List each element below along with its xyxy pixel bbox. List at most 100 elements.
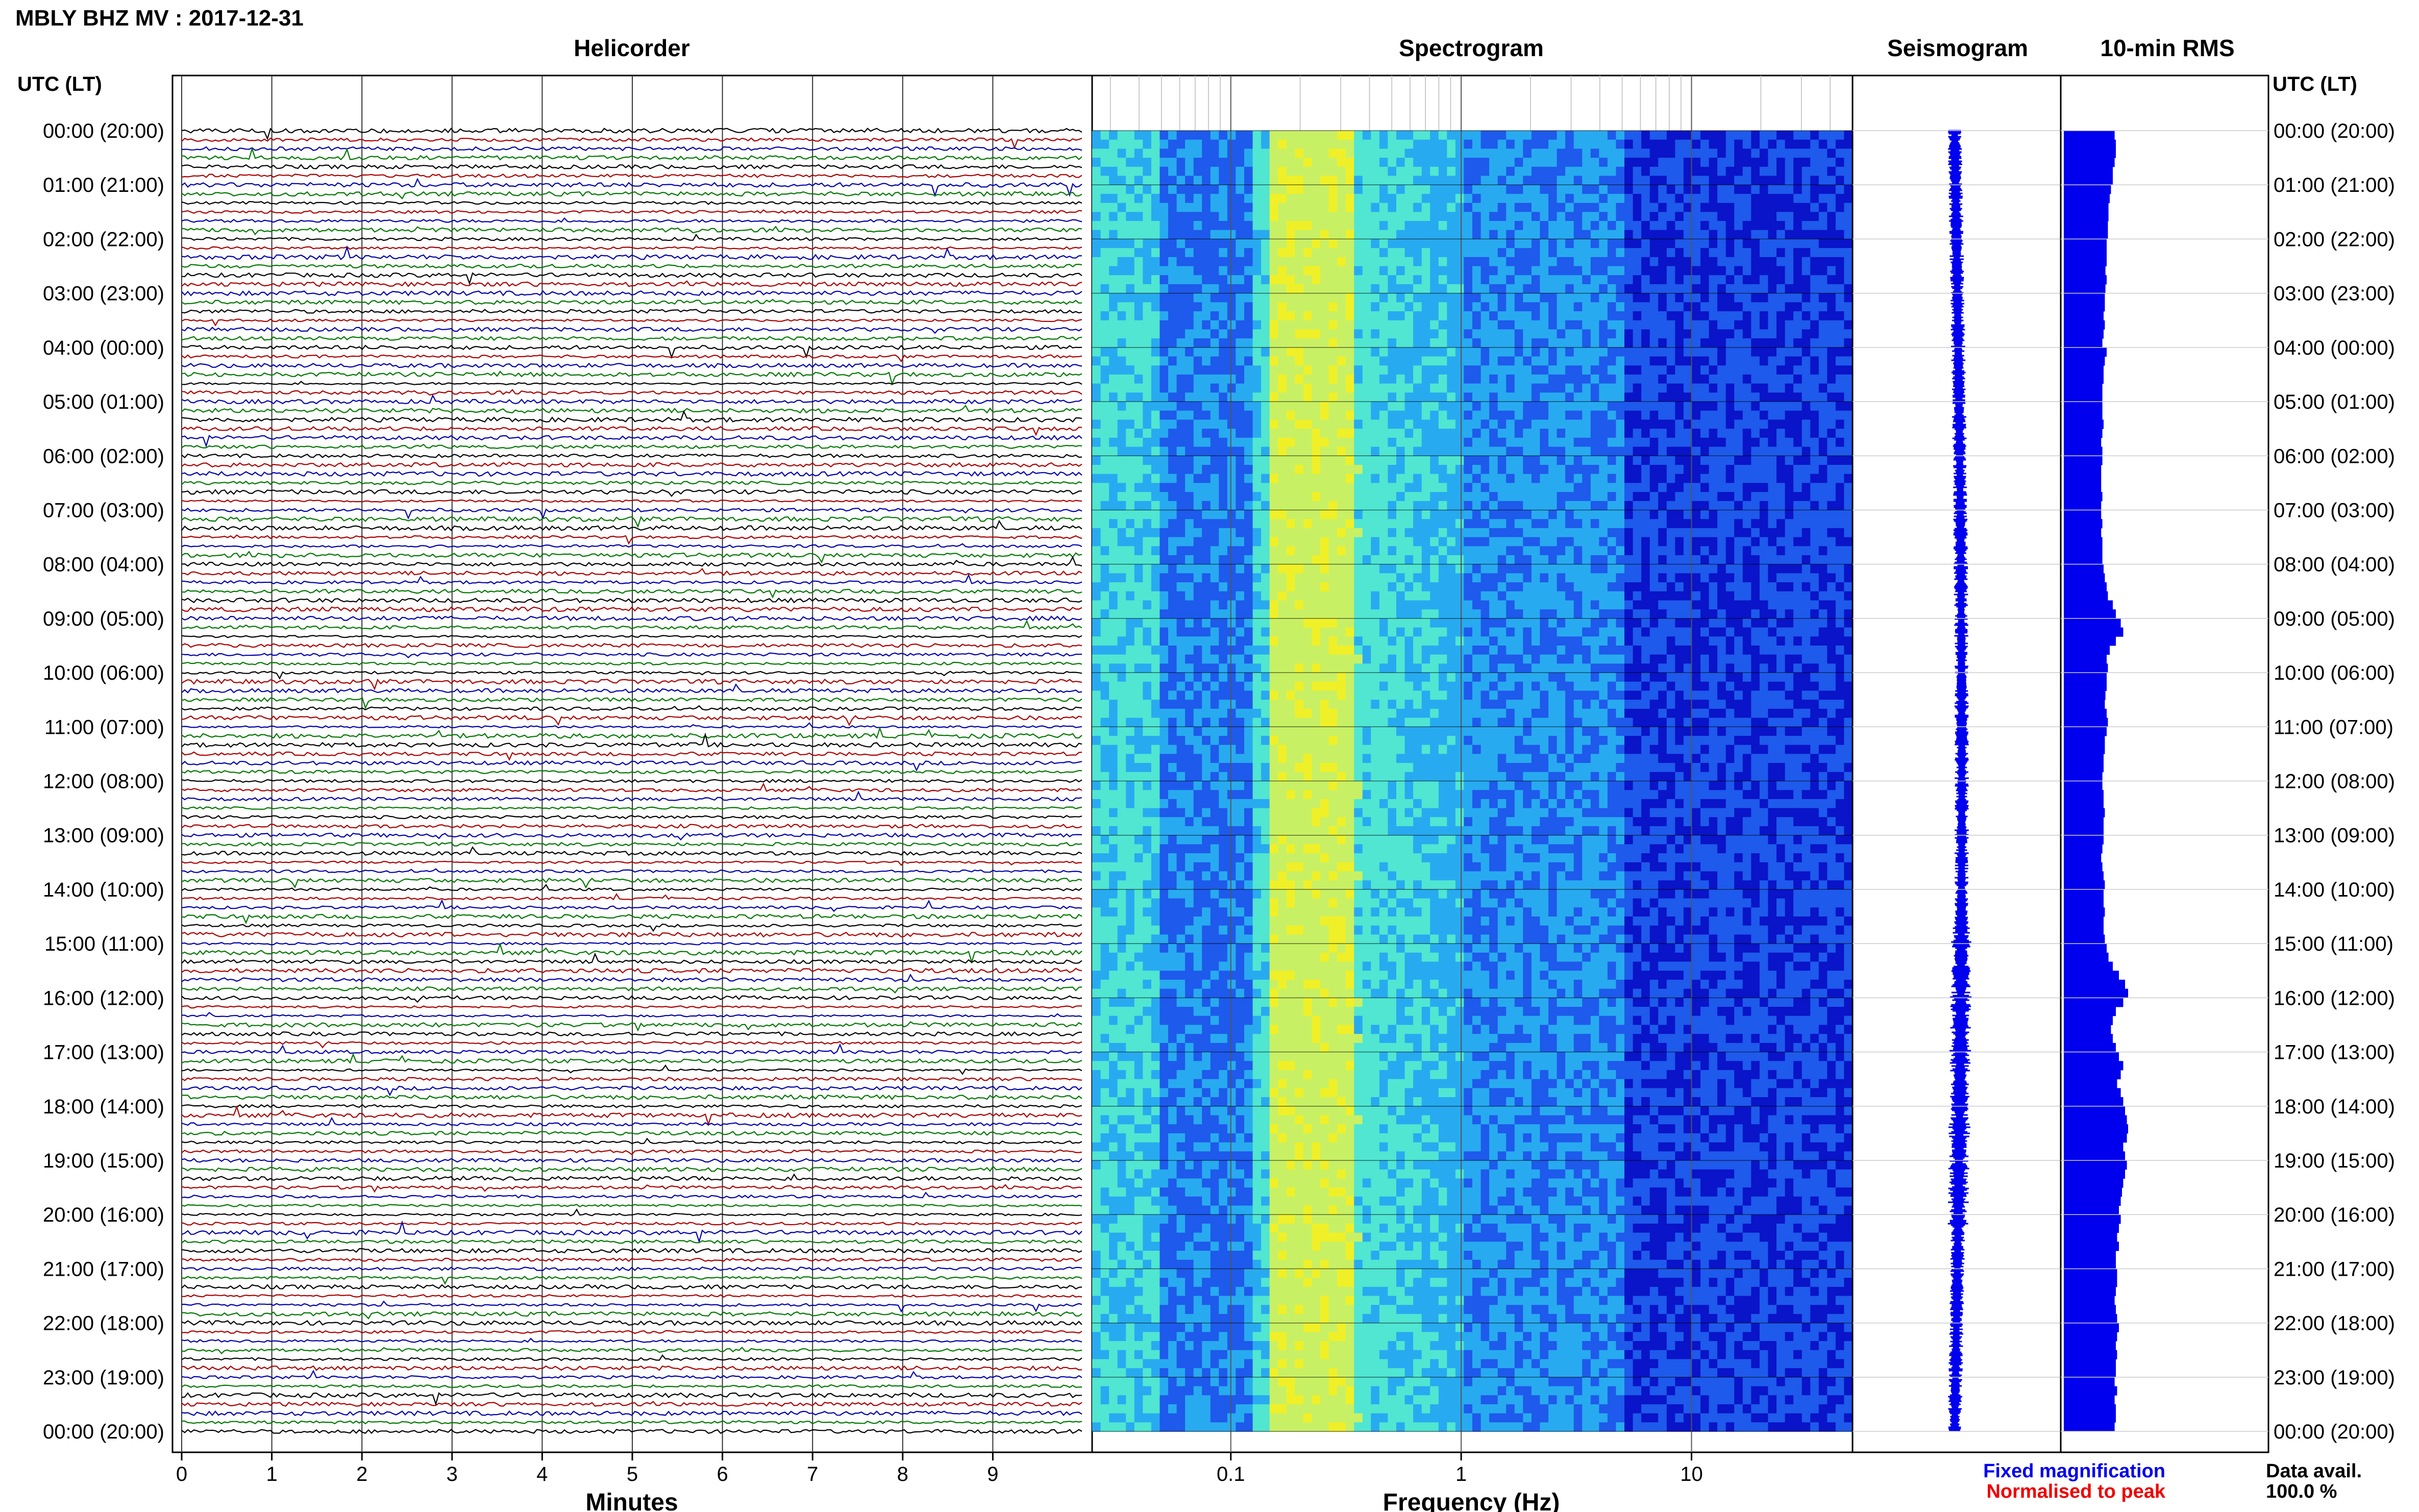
spectrogram-cell (1193, 410, 1202, 420)
spectrogram-cell (1692, 392, 1701, 402)
spectrogram-cell (1725, 275, 1735, 285)
spectrogram-cell (1244, 600, 1253, 610)
spectrogram-cell (1337, 230, 1346, 239)
spectrogram-cell (1278, 230, 1287, 239)
spectrogram-cell (1523, 212, 1532, 221)
spectrogram-cell (1143, 356, 1152, 366)
spectrogram-cell (1649, 429, 1659, 438)
spectrogram-cell (1379, 410, 1389, 420)
spectrogram-cell (1649, 266, 1659, 276)
spectrogram-cell (1278, 176, 1287, 185)
spectrogram-cell (1447, 437, 1456, 448)
spectrogram-cell (1818, 383, 1828, 393)
spectrogram-cell (1168, 374, 1177, 384)
spectrogram-cell (1244, 193, 1253, 204)
spectrogram-cell (1489, 492, 1498, 502)
spectrogram-cell (1109, 555, 1118, 565)
spectrogram-cell (1776, 483, 1786, 492)
spectrogram-cell (1540, 392, 1549, 402)
spectrogram-cell (1810, 582, 1819, 592)
spectrogram-cell (1295, 158, 1304, 167)
spectrogram-cell (1320, 492, 1329, 502)
spectrogram-cell (1776, 591, 1786, 601)
spectrogram-cell (1320, 230, 1329, 239)
spectrogram-cell (1480, 573, 1490, 583)
spectrogram-cell (1768, 266, 1777, 276)
spectrogram-cell (1320, 456, 1329, 465)
spectrogram-cell (1844, 528, 1853, 538)
spectrogram-cell (1624, 429, 1634, 438)
spectrogram-cell (1404, 501, 1414, 511)
spectrogram-cell (1312, 257, 1321, 267)
spectrogram-cell (1438, 139, 1447, 149)
spectrogram-cell (1388, 510, 1397, 519)
spectrogram-cell (1421, 573, 1430, 583)
spectrogram-cell (1658, 185, 1667, 194)
spectrogram-cell (1210, 591, 1219, 601)
spectrogram-cell (1295, 302, 1304, 312)
spectrogram-cell (1176, 166, 1186, 177)
spectrogram-cell (1480, 465, 1490, 475)
spectrogram-cell (1700, 275, 1710, 285)
spectrogram-cell (1801, 528, 1811, 538)
spectrogram-cell (1649, 320, 1659, 330)
spectrogram-cell (1252, 212, 1262, 221)
spectrogram-cell (1734, 402, 1743, 411)
spectrogram-cell (1303, 284, 1313, 294)
spectrogram-cell (1464, 320, 1473, 330)
spectrogram-cell (1683, 166, 1693, 177)
spectrogram-cell (1447, 166, 1456, 177)
spectrogram-cell (1269, 356, 1278, 366)
spectrogram-cell (1269, 392, 1278, 402)
spectrogram-cell (1159, 203, 1169, 212)
spectrogram-cell (1844, 221, 1853, 231)
spectrogram-cell (1633, 510, 1642, 519)
spectrogram-cell (1143, 284, 1152, 294)
spectrogram-cell (1658, 501, 1667, 511)
spectrogram-cell (1565, 338, 1574, 348)
spectrogram-cell (1227, 230, 1237, 239)
spectrogram-cell (1261, 555, 1270, 565)
spectrogram-cell (1312, 392, 1321, 402)
spectrogram-cell (1717, 510, 1726, 519)
spectrogram-cell (1354, 248, 1363, 258)
spectrogram-cell (1193, 456, 1202, 465)
spectrogram-cell (1337, 483, 1346, 492)
spectrogram-cell (1548, 456, 1558, 465)
spectrogram-cell (1801, 429, 1811, 438)
spectrogram-cell (1278, 257, 1287, 267)
spectrogram-cell (1641, 212, 1650, 221)
spectrogram-cell (1472, 185, 1482, 194)
spectrogram-cell (1557, 302, 1566, 312)
spectrogram-cell (1607, 483, 1617, 492)
spectrogram-cell (1607, 573, 1617, 583)
spectrogram-cell (1117, 456, 1126, 465)
spectrogram-cell (1599, 555, 1608, 565)
spectrogram-cell (1759, 185, 1769, 194)
helicorder-trace (181, 173, 1082, 179)
spectrogram-cell (1168, 392, 1177, 402)
spectrogram-cell (1531, 419, 1541, 429)
spectrogram-cell (1464, 419, 1473, 429)
spectrogram-cell (1236, 139, 1245, 149)
spectrogram-cell (1709, 519, 1718, 529)
helicorder-trace (181, 344, 1082, 359)
spectrogram-cell (1506, 546, 1515, 556)
spectrogram-cell (1185, 275, 1194, 285)
spectrogram-cell (1599, 266, 1608, 276)
spectrogram-cell (1734, 329, 1743, 339)
spectrogram-cell (1607, 193, 1617, 204)
spectrogram-cell (1666, 311, 1675, 321)
spectrogram-cell (1759, 158, 1769, 167)
spectrogram-cell (1379, 329, 1389, 339)
spectrogram-cell (1683, 519, 1693, 529)
spectrogram-cell (1531, 275, 1541, 285)
spectrogram-cell (1261, 131, 1270, 140)
spectrogram-cell (1531, 374, 1541, 384)
spectrogram-cell (1303, 501, 1313, 511)
spectrogram-cell (1616, 158, 1625, 167)
spectrogram-cell (1413, 582, 1422, 592)
spectrogram-cell (1548, 392, 1558, 402)
spectrogram-cell (1548, 139, 1558, 149)
spectrogram-cell (1371, 166, 1380, 177)
